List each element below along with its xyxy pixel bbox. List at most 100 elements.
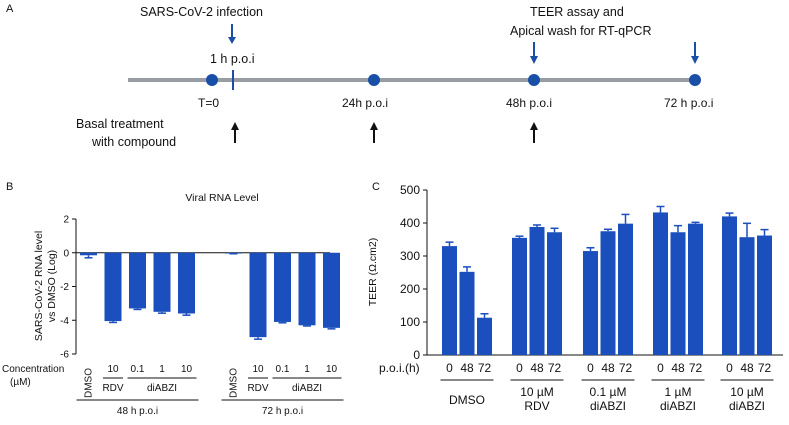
chart-b-category-label: DMSO (229, 368, 240, 398)
chart-c-bar (757, 235, 772, 355)
chart-b-x-title: Concentration (2, 364, 64, 375)
chart-c-timepoint-label: 48 (601, 361, 615, 375)
infection-arrow (228, 24, 236, 44)
chart-b-bar (80, 252, 97, 256)
chart-b-category-label: 10 (107, 364, 119, 375)
basal-arrow-48 (530, 122, 538, 143)
chart-c-bar (653, 212, 668, 355)
panel-c-label: C (372, 181, 380, 193)
basal-label-2: with compound (91, 135, 176, 149)
teer-label-1: TEER assay and (530, 5, 624, 19)
chart-b-time-label: 72 h p.o.i (262, 406, 303, 417)
chart-c-timepoint-label: 48 (671, 361, 685, 375)
chart-b-diabzi-label: diABZI (292, 383, 322, 394)
chart-b-bar (298, 252, 316, 326)
chart-c-ytick-label: 400 (400, 216, 420, 230)
chart-b: 2 0 -2 -4 -6 DMSO 10 0.1 1 10 RDV diABZI 48 h p.o.i D… (2, 215, 344, 417)
chart-b-bar (104, 252, 122, 322)
chart-c-ytick-label: 500 (400, 183, 420, 197)
chart-b-bar (323, 252, 340, 328)
chart-c-bar (618, 223, 633, 355)
chart-b-category-label: DMSO (84, 368, 95, 398)
chart-c-timepoint-label: 0 (587, 361, 594, 375)
teer-label-2: Apical wash for RT-qPCR (510, 24, 652, 38)
basal-label-1: Basal treatment (76, 117, 164, 131)
chart-c-bar (459, 271, 475, 355)
chart-c-group-label-1: 10 µM (520, 385, 554, 399)
chart-c-bar (442, 246, 457, 355)
chart-b-ytick-label: -6 (60, 350, 69, 361)
chart-b-category-label: 0.1 (131, 364, 145, 375)
chart-b-bar (129, 252, 146, 309)
chart-c-group-label-2: diABZI (660, 399, 696, 413)
chart-b-ytick-label: 2 (63, 215, 69, 226)
chart-c-group-label-2: RDV (524, 399, 549, 413)
chart-b-bar (274, 252, 291, 322)
chart-c-ytick-label: 300 (400, 249, 420, 263)
chart-c-group-label-1: DMSO (449, 393, 485, 407)
chart-b-ylabel-1: SARS-CoV-2 RNA level (33, 231, 45, 341)
timepoint-label-0: T=0 (198, 96, 219, 110)
chart-c-bar (477, 317, 492, 355)
timepoint-dot-24 (368, 74, 380, 86)
chart-c-timepoint-label: 0 (657, 361, 664, 375)
chart-c-timepoint-label: 72 (619, 361, 633, 375)
panel-b-label: B (6, 181, 13, 193)
chart-b-bar (153, 252, 171, 312)
chart-c-ytick-label: 100 (400, 315, 420, 329)
basal-arrow-0 (231, 122, 239, 143)
chart-b-time-label: 48 h p.o.i (117, 406, 158, 417)
chart-b-ytick-label: -2 (60, 282, 69, 293)
timepoint-dot-0 (206, 74, 218, 86)
chart-c-ytick-label: 0 (413, 348, 420, 362)
chart-c-bar (529, 226, 545, 355)
chart-c-timepoint-label: 0 (516, 361, 523, 375)
chart-c-ylabel: TEER (Ω.cm2) (367, 238, 379, 307)
chart-c-ytick-label: 200 (400, 282, 420, 296)
chart-b-category-label: 10 (326, 364, 338, 375)
infection-time: 1 h p.o.i (210, 52, 254, 66)
chart-c-group-label-2: diABZI (729, 399, 765, 413)
chart-c-timepoint-label: 0 (446, 361, 453, 375)
chart-b-ylabel-2: vs DMSO (Log) (46, 250, 58, 322)
chart-b-diabzi-label: diABZI (147, 383, 177, 394)
chart-c-timepoint-label: 72 (548, 361, 562, 375)
chart-b-ylabel: SARS-CoV-2 RNA level vs DMSO (Log) (33, 231, 58, 341)
chart-c-timepoint-label: 72 (689, 361, 703, 375)
chart-b-ytick-label: -4 (60, 316, 69, 327)
timepoint-label-48: 48h p.o.i (506, 96, 552, 110)
chart-c-bar (600, 231, 616, 355)
infection-label: SARS-CoV-2 infection (140, 5, 263, 19)
chart-b-x-unit: (µM) (10, 377, 31, 388)
chart-c-x-title: p.o.i.(h) (379, 361, 420, 375)
chart-c-timepoint-label: 48 (740, 361, 754, 375)
teer-arrow-48h (530, 42, 538, 64)
chart-b-category-label: 10 (252, 364, 264, 375)
chart-b-rdv-label: RDV (247, 383, 268, 394)
chart-c-bar (739, 237, 755, 355)
timepoint-dot-48 (528, 74, 540, 86)
chart-b-category-label: 1 (304, 364, 310, 375)
chart-c-bar (670, 232, 686, 355)
chart-b-title: Viral RNA Level (185, 192, 258, 204)
chart-c-group-label-1: 10 µM (730, 385, 764, 399)
panel-a-label: A (6, 3, 14, 15)
chart-c-bar (722, 216, 737, 355)
chart-b-ytick-label: 0 (63, 248, 69, 259)
timepoint-dot-72 (689, 74, 701, 86)
chart-c-bar (512, 237, 527, 355)
chart-b-category-label: 0.1 (276, 364, 290, 375)
chart-c-bar (547, 232, 562, 355)
chart-b-bar (178, 252, 195, 314)
chart-b-rdv-label: RDV (102, 383, 123, 394)
chart-c-group-label-2: diABZI (590, 399, 626, 413)
chart-b-bar (249, 252, 267, 338)
timepoint-label-72: 72 h p.o.i (664, 96, 713, 110)
chart-b-category-label: 1 (159, 364, 165, 375)
chart-c-bar (583, 251, 598, 355)
timepoint-label-24: 24h p.o.i (342, 96, 388, 110)
basal-arrow-24 (370, 122, 378, 143)
chart-c-timepoint-label: 48 (460, 361, 474, 375)
